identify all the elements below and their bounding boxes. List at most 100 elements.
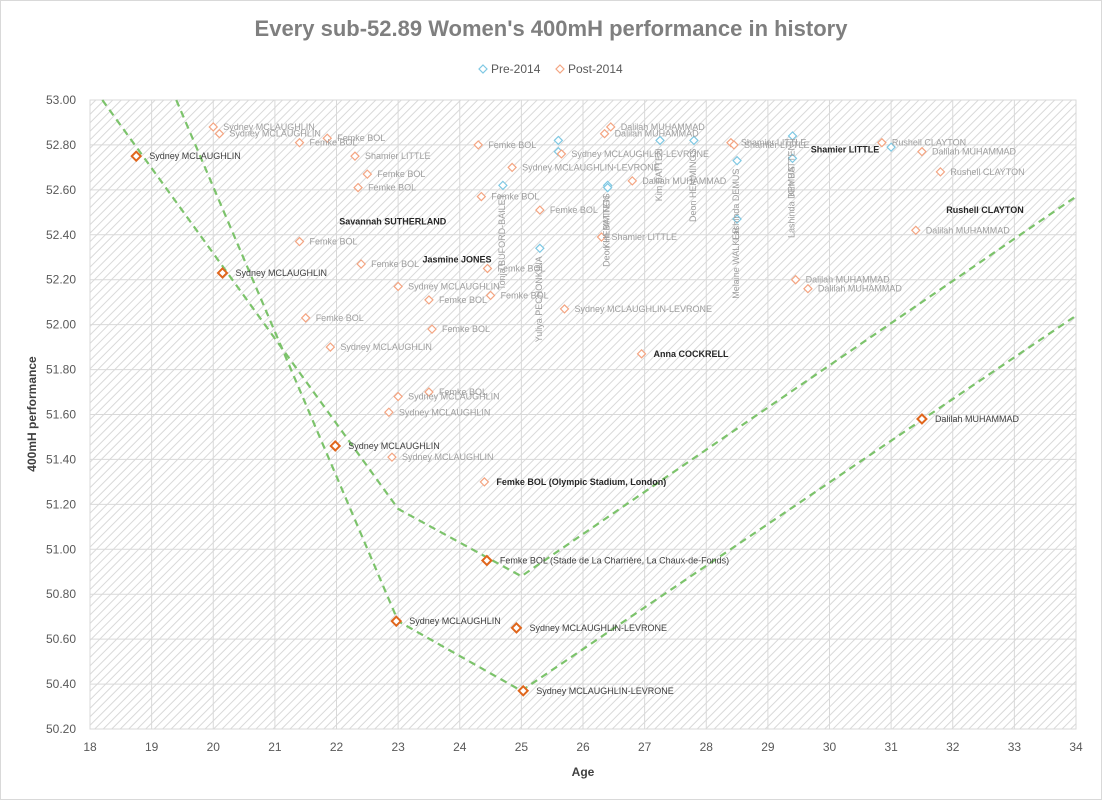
record-point-label: Sydney MCLAUGHLIN [149, 151, 241, 161]
post-2014-point-label: Femke BOL [337, 133, 385, 143]
post-2014-point-label: Dalilah MUHAMMAD [926, 225, 1011, 235]
trend-line [101, 99, 1077, 578]
y-tick-label: 51.20 [46, 497, 76, 511]
pre-2014-point-label: Melaine WALKER [731, 227, 741, 299]
post-2014-point [790, 274, 801, 285]
pre-2014-point-label: Tonja BUFORD-BAILEY [497, 193, 507, 290]
highlight-label: Jasmine JONES [422, 254, 491, 264]
axes: 18 19 20 21 22 23 24 25 26 27 28 29 30 31 32 33 34 50.20 5… [46, 93, 1083, 754]
pre-2014-point [655, 135, 665, 146]
post-2014-point-label: Femke BOL [501, 290, 549, 300]
pre-2014-point [732, 214, 742, 224]
data-points [130, 122, 946, 697]
record-point [390, 615, 403, 628]
highlight-label: Shamier LITTLE [811, 144, 880, 154]
post-2014-point [482, 263, 493, 274]
record-point-label: Dalilah MUHAMMAD [935, 414, 1020, 424]
post-2014-point [387, 452, 397, 463]
y-tick-label: 52.80 [46, 138, 76, 152]
post-2014-point-label: Shamier LITTLE [365, 151, 431, 161]
post-2014-point-label: Femke BOL [371, 259, 419, 269]
post-2014-point [356, 259, 366, 269]
post-2014-point [559, 304, 570, 314]
post-2014-point-label: Sydney MCLAUGHLIN-LEVRONE [571, 149, 709, 159]
post-2014-point-label: Femke BOL [316, 313, 364, 323]
post-2014-point-label: Sydney MCLAUGHLIN [402, 452, 494, 462]
pre-2014-point [886, 142, 896, 153]
post-2014-point [877, 137, 887, 148]
record-point [130, 150, 143, 163]
pre-2014-point-label: Kim BATTEN [602, 196, 612, 249]
x-tick-label: 18 [83, 740, 97, 754]
post-2014-point-label: Sydney MCLAUGHLIN [399, 407, 491, 417]
post-2014-point [208, 122, 219, 132]
post-2014-point-label: Femke BOL [550, 205, 598, 215]
post-2014-point-label: Femke BOL [497, 263, 545, 273]
post-2014-point [300, 313, 311, 323]
pre-2014-point [787, 131, 798, 141]
chart-title: Every sub-52.89 Women's 400mH performanc… [255, 16, 849, 41]
x-tick-label: 23 [391, 740, 405, 754]
post-2014-point [473, 140, 484, 150]
highlight-label: Savannah SUTHERLAND [339, 216, 447, 226]
record-point-label: Sydney MCLAUGHLIN-LEVRONE [529, 623, 667, 633]
post-2014-point [424, 387, 434, 397]
post-2014-point [476, 191, 487, 202]
pre-2014-point [787, 153, 798, 164]
record-point [480, 554, 493, 567]
legend-pre-2014-marker [478, 64, 488, 74]
post-2014-point-label: Femke BOL [488, 140, 536, 150]
pre-2014-point-label: Lashinda DEMUS [731, 169, 741, 241]
legend-post-2014-marker [555, 64, 565, 74]
y-tick-label: 50.60 [46, 632, 76, 646]
highlight-label: Anna COCKRELL [654, 349, 729, 359]
pre-2014-point-label: Kim BATTEN [654, 148, 664, 201]
y-tick-label: 50.80 [46, 587, 76, 601]
pre-2014-point [602, 182, 613, 193]
post-2014-point-label: Shamier LITTLE [744, 140, 810, 150]
gridlines [89, 99, 1077, 730]
y-tick-label: 52.00 [46, 318, 76, 332]
post-2014-point-label: Dalilah MUHAMMAD [642, 176, 727, 186]
post-2014-point [325, 342, 336, 352]
y-tick-label: 50.20 [46, 722, 76, 736]
pre-2014-point-label: Yuliya PECHONKINA [534, 256, 544, 342]
post-2014-point [322, 133, 333, 144]
y-tick-label: 51.60 [46, 408, 76, 422]
post-2014-point [393, 391, 403, 402]
post-2014-point-label: Shamier LITTLE [611, 232, 677, 242]
post-2014-point-label: Sydney MCLAUGHLIN [229, 129, 321, 139]
pre-2014-point-label: Lashinda DEMUS [787, 166, 797, 238]
post-2014-point-label: Femke BOL [442, 324, 490, 334]
post-2014-point-label: Dalilah MUHAMMAD [818, 284, 903, 294]
record-point-label: Sydney MCLAUGHLIN [235, 268, 327, 278]
post-2014-point [393, 281, 403, 292]
y-tick-label: 50.40 [46, 677, 76, 691]
post-2014-point-label: Femke BOL [377, 169, 425, 179]
pre-2014-point-label: Deon HEMMINGS [688, 148, 698, 222]
pre-2014-point [535, 243, 545, 254]
x-tick-label: 27 [638, 740, 652, 754]
x-tick-label: 24 [453, 740, 467, 754]
x-tick-label: 28 [700, 740, 714, 754]
post-2014-point-label: Femke BOL [310, 138, 358, 148]
post-2014-point [627, 176, 638, 186]
record-point [517, 684, 530, 697]
post-2014-point-label: Dalilah MUHAMMAD [806, 275, 891, 285]
legend-post-2014-label: Post-2014 [568, 62, 623, 76]
y-tick-label: 51.40 [46, 452, 76, 466]
post-2014-point [427, 324, 437, 334]
x-tick-label: 20 [207, 740, 221, 754]
pre-2014-point [732, 155, 742, 166]
post-2014-point [350, 151, 360, 162]
y-tick-label: 51.00 [46, 542, 76, 556]
post-2014-point [910, 225, 921, 236]
record-point [510, 621, 523, 634]
x-tick-label: 25 [515, 740, 529, 754]
y-tick-label: 51.80 [46, 363, 76, 377]
y-tick-label: 52.60 [46, 183, 76, 197]
post-2014-point-label: Femke BOL [310, 237, 358, 247]
post-2014-point [479, 477, 490, 487]
record-point-label: Sydney MCLAUGHLIN-LEVRONE [536, 686, 674, 696]
